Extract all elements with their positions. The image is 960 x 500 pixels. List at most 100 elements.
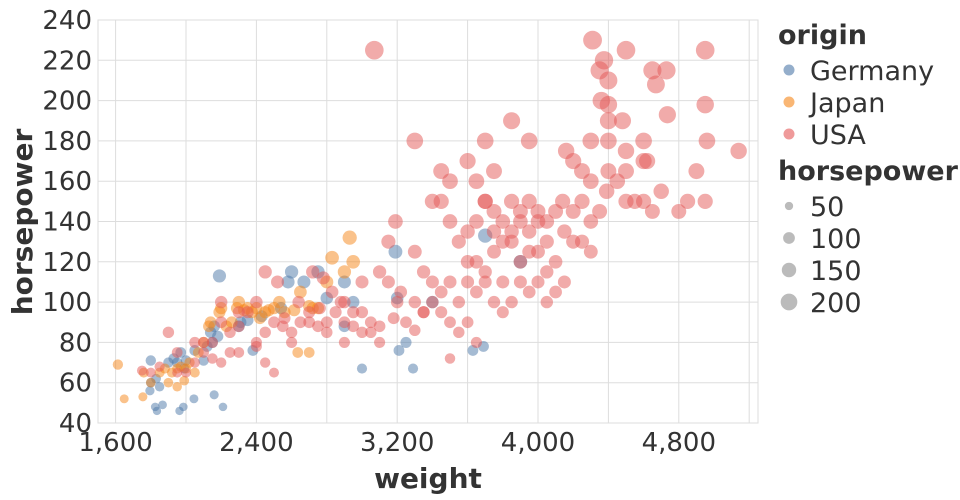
point-usa: [574, 193, 590, 209]
point-usa: [394, 285, 408, 299]
point-usa: [443, 275, 457, 289]
point-usa: [329, 306, 342, 319]
y-tick-label: 200: [42, 87, 92, 117]
point-usa: [478, 275, 492, 289]
point-usa: [388, 214, 403, 229]
point-usa: [503, 112, 521, 130]
point-usa: [355, 275, 369, 289]
point-usa: [522, 285, 536, 299]
point-usa: [468, 173, 485, 190]
point-usa: [285, 326, 298, 339]
point-usa: [592, 203, 608, 219]
plot-frame: [97, 19, 759, 424]
point-usa: [582, 173, 599, 190]
x-tick-label: 1,600: [78, 428, 152, 458]
point-usa: [435, 306, 448, 319]
point-usa: [171, 347, 183, 358]
point-usa: [338, 336, 350, 348]
point-usa: [688, 163, 705, 180]
point-usa: [469, 214, 484, 229]
point-usa: [444, 316, 456, 329]
point-usa: [442, 173, 458, 190]
point-usa: [365, 40, 384, 60]
point-usa: [496, 275, 510, 289]
point-usa: [582, 132, 600, 150]
point-japan: [292, 347, 304, 358]
point-usa: [321, 326, 333, 339]
point-usa: [364, 316, 377, 329]
point-usa: [599, 112, 617, 130]
point-usa: [181, 367, 191, 378]
point-usa: [189, 336, 201, 348]
color-legend-title: origin: [778, 20, 867, 51]
legend-label-japan: Japan: [808, 88, 885, 119]
point-usa: [680, 193, 696, 209]
point-usa: [583, 244, 598, 259]
point-usa: [530, 214, 546, 229]
point-usa: [232, 320, 245, 333]
point-usa: [417, 306, 430, 319]
point-usa: [565, 203, 581, 219]
point-usa: [316, 271, 330, 285]
point-japan: [294, 285, 307, 299]
point-japan: [138, 392, 148, 402]
point-usa: [643, 61, 662, 80]
point-usa: [469, 255, 484, 269]
point-usa: [504, 193, 520, 209]
point-usa: [206, 336, 218, 348]
point-japan: [325, 250, 339, 265]
point-japan: [112, 359, 124, 370]
point-usa: [452, 295, 465, 309]
point-usa: [653, 183, 669, 199]
point-usa: [233, 347, 245, 358]
point-germany: [393, 345, 405, 356]
point-usa: [598, 183, 615, 199]
point-usa: [616, 40, 636, 60]
point-usa: [286, 336, 298, 348]
legend-symbol-japan: [783, 96, 795, 108]
point-usa: [521, 193, 537, 209]
point-usa: [372, 265, 387, 279]
point-usa: [487, 244, 501, 259]
point-usa: [444, 353, 456, 364]
size-legend-label: 100: [810, 224, 862, 255]
legend-symbol-germany: [783, 64, 795, 76]
point-usa: [373, 320, 386, 333]
point-usa: [495, 214, 511, 229]
point-usa: [425, 275, 439, 289]
point-usa: [496, 306, 509, 319]
point-germany: [179, 402, 188, 412]
axes: [97, 19, 759, 424]
point-usa: [451, 234, 466, 249]
point-usa: [658, 106, 676, 124]
point-usa: [198, 336, 210, 348]
y-tick-label: 100: [42, 288, 92, 318]
point-usa: [470, 336, 482, 348]
point-usa: [268, 316, 280, 329]
point-germany: [198, 355, 209, 366]
point-usa: [549, 285, 562, 299]
point-usa: [409, 324, 421, 337]
point-usa: [189, 357, 200, 368]
point-usa: [426, 295, 439, 309]
point-usa: [347, 320, 360, 333]
point-usa: [232, 306, 245, 319]
point-germany: [218, 402, 228, 412]
point-usa: [292, 295, 305, 309]
point-germany: [356, 363, 368, 374]
point-germany: [145, 355, 157, 366]
point-usa: [461, 316, 474, 329]
point-usa: [224, 326, 236, 339]
y-axis-title: horsepower: [6, 129, 39, 316]
point-usa: [406, 132, 424, 150]
point-germany: [145, 386, 155, 396]
point-usa: [145, 367, 156, 378]
point-usa: [617, 142, 635, 160]
point-usa: [381, 275, 395, 289]
size-legend-label: 150: [810, 256, 862, 287]
point-usa: [540, 265, 554, 279]
point-germany: [212, 269, 227, 283]
